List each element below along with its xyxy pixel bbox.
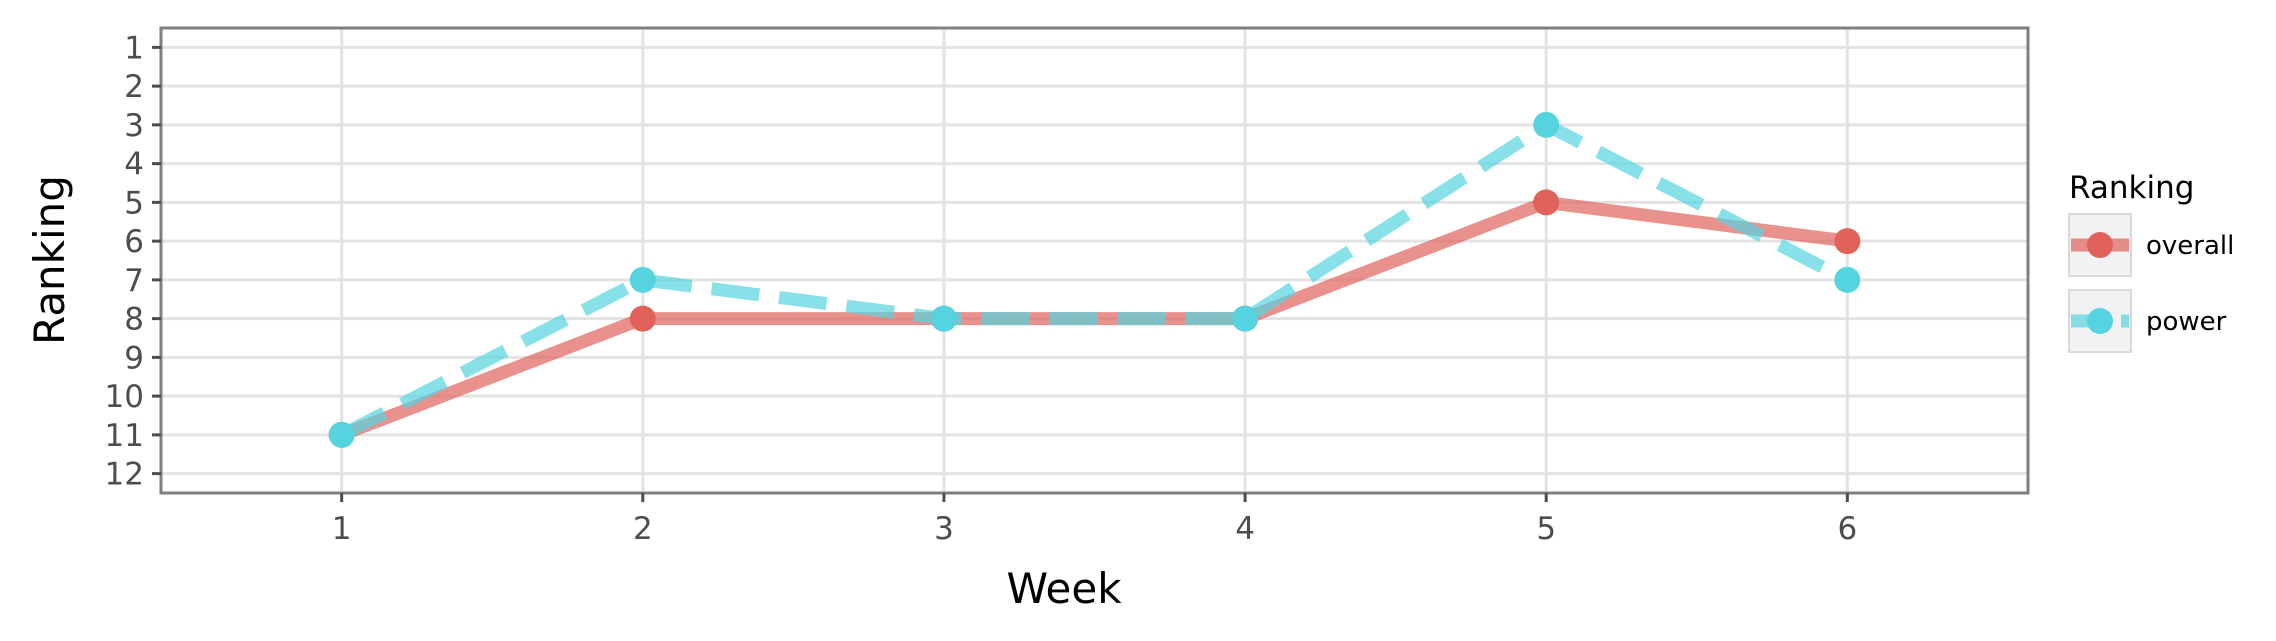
legend-title: Ranking xyxy=(2069,170,2194,206)
data-point-power xyxy=(930,305,957,332)
y-tick-label: 1 xyxy=(124,30,144,66)
legend-key-point xyxy=(2087,232,2113,258)
data-series xyxy=(328,111,1861,448)
y-tick-label: 9 xyxy=(124,340,144,376)
data-point-overall xyxy=(1834,228,1861,255)
y-tick-label: 6 xyxy=(124,224,144,260)
data-point-overall xyxy=(629,305,656,332)
x-tick-label: 3 xyxy=(934,511,954,547)
y-tick-label: 2 xyxy=(124,69,144,105)
y-tick-label: 5 xyxy=(124,185,144,221)
legend: Ranking overall power xyxy=(2068,170,2234,353)
data-point-power xyxy=(629,266,656,293)
y-tick-label: 4 xyxy=(124,147,144,183)
x-axis-title: Week xyxy=(1006,564,1122,613)
y-axis-title: Ranking xyxy=(25,175,74,345)
data-point-power xyxy=(328,421,355,448)
legend-key-point xyxy=(2087,308,2113,334)
y-tick-label: 8 xyxy=(124,302,144,338)
legend-item-power: power xyxy=(2068,289,2227,353)
data-point-power xyxy=(1533,111,1560,138)
plot-panel-border xyxy=(159,26,2030,495)
y-tick-label: 12 xyxy=(105,457,144,493)
x-tick-label: 6 xyxy=(1837,511,1857,547)
data-point-overall xyxy=(1533,189,1560,216)
x-tick-label: 5 xyxy=(1536,511,1556,547)
y-tick-label: 10 xyxy=(105,379,144,415)
grid-lines xyxy=(161,28,2028,493)
x-tick-label: 2 xyxy=(633,511,653,547)
data-point-power xyxy=(1232,305,1259,332)
legend-item-overall: overall xyxy=(2068,213,2234,277)
y-tick-label: 3 xyxy=(124,108,144,144)
data-point-power xyxy=(1834,266,1861,293)
y-tick-label: 7 xyxy=(124,263,144,299)
y-tick-label: 11 xyxy=(105,418,144,454)
legend-label: overall xyxy=(2146,231,2234,261)
series-line-power xyxy=(338,118,1851,441)
x-tick-label: 4 xyxy=(1235,511,1255,547)
legend-label: power xyxy=(2146,307,2227,337)
x-tick-label: 1 xyxy=(332,511,352,547)
